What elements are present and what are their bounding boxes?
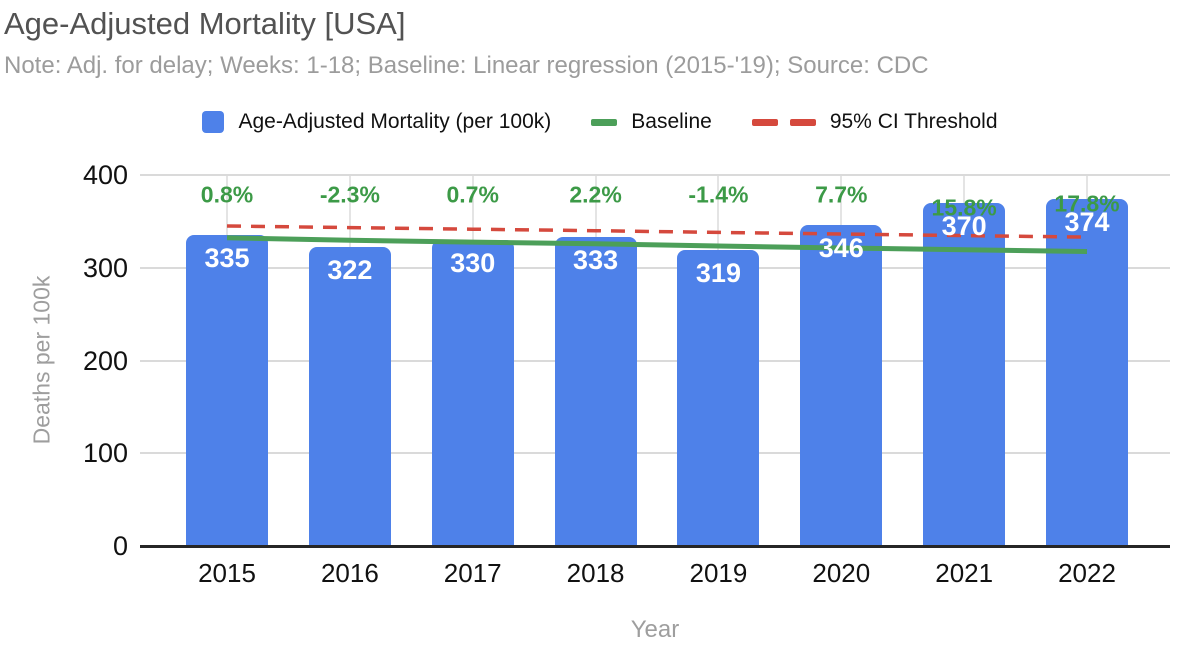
bar-2017 (431, 239, 514, 546)
y-tick-label: 0 (112, 531, 128, 561)
x-tick-label-2019: 2019 (689, 558, 748, 588)
x-axis-title: Year (630, 616, 680, 643)
x-tick-label-2015: 2015 (198, 558, 256, 588)
pct-deviation-label: -2.3% (319, 181, 380, 208)
gridline-y-300 (140, 266, 1170, 269)
legend-threshold-swatch-icon (751, 118, 816, 126)
y-tick-label: 200 (82, 345, 128, 376)
legend-baseline-swatch-icon (591, 118, 618, 126)
gridline-y-200 (140, 359, 1170, 362)
bar-2016 (308, 247, 391, 546)
x-tick-label-2016: 2016 (320, 558, 379, 588)
bar-value-label: 346 (818, 233, 864, 264)
chart-legend: Age-Adjusted Mortality (per 100k) Baseli… (0, 110, 1200, 134)
pct-deviation-label: 15.8% (931, 194, 997, 221)
legend-bar-swatch-icon (202, 111, 225, 133)
x-tick-label-2018: 2018 (566, 558, 625, 588)
bar-value-label: 319 (695, 258, 741, 289)
y-tick-label: 400 (82, 160, 128, 190)
bar-value-label: 374 (1064, 207, 1110, 238)
legend-item-threshold: 95% CI Threshold (751, 110, 998, 134)
bar-2018 (554, 237, 637, 546)
y-tick-label: 100 (82, 438, 128, 469)
bar-2021 (923, 202, 1006, 546)
legend-item-baseline: Baseline (591, 110, 712, 134)
x-tick-label-2017: 2017 (443, 558, 502, 588)
bar-value-label: 370 (941, 210, 987, 241)
y-axis-title: Deaths per 100k (28, 275, 55, 445)
bar-value-label: 330 (450, 247, 496, 278)
legend-item-mortality: Age-Adjusted Mortality (per 100k) (202, 110, 551, 134)
bar-2019 (677, 250, 760, 546)
gridline-y-400 (140, 174, 1170, 176)
bar-value-label: 322 (327, 255, 373, 286)
x-tick-label-2022: 2022 (1058, 558, 1116, 588)
bar-2022 (1046, 199, 1129, 546)
x-tick-label-2021: 2021 (935, 558, 994, 588)
bar-2020 (800, 225, 883, 546)
bar-2015 (186, 235, 268, 546)
pct-deviation-label: 17.8% (1054, 190, 1120, 217)
pct-deviation-label: 2.2% (569, 181, 622, 208)
x-axis-line (140, 544, 1170, 548)
legend-label-mortality: Age-Adjusted Mortality (per 100k) (238, 110, 552, 133)
legend-label-baseline: Baseline (631, 110, 712, 133)
chart-title: Age-Adjusted Mortality [USA] (4, 6, 406, 41)
legend-label-threshold: 95% CI Threshold (829, 110, 998, 133)
gridline-y-100 (140, 452, 1170, 455)
x-tick-label-2020: 2020 (812, 558, 871, 588)
chart-note: Note: Adj. for delay; Weeks: 1-18; Basel… (4, 52, 929, 79)
pct-deviation-label: 0.7% (446, 181, 499, 208)
pct-deviation-label: -1.4% (688, 181, 749, 208)
pct-deviation-label: 0.8% (200, 181, 254, 208)
pct-deviation-label: 7.7% (815, 181, 868, 208)
bar-value-label: 335 (204, 243, 250, 274)
y-tick-label: 300 (82, 252, 128, 283)
bar-value-label: 333 (573, 245, 619, 276)
